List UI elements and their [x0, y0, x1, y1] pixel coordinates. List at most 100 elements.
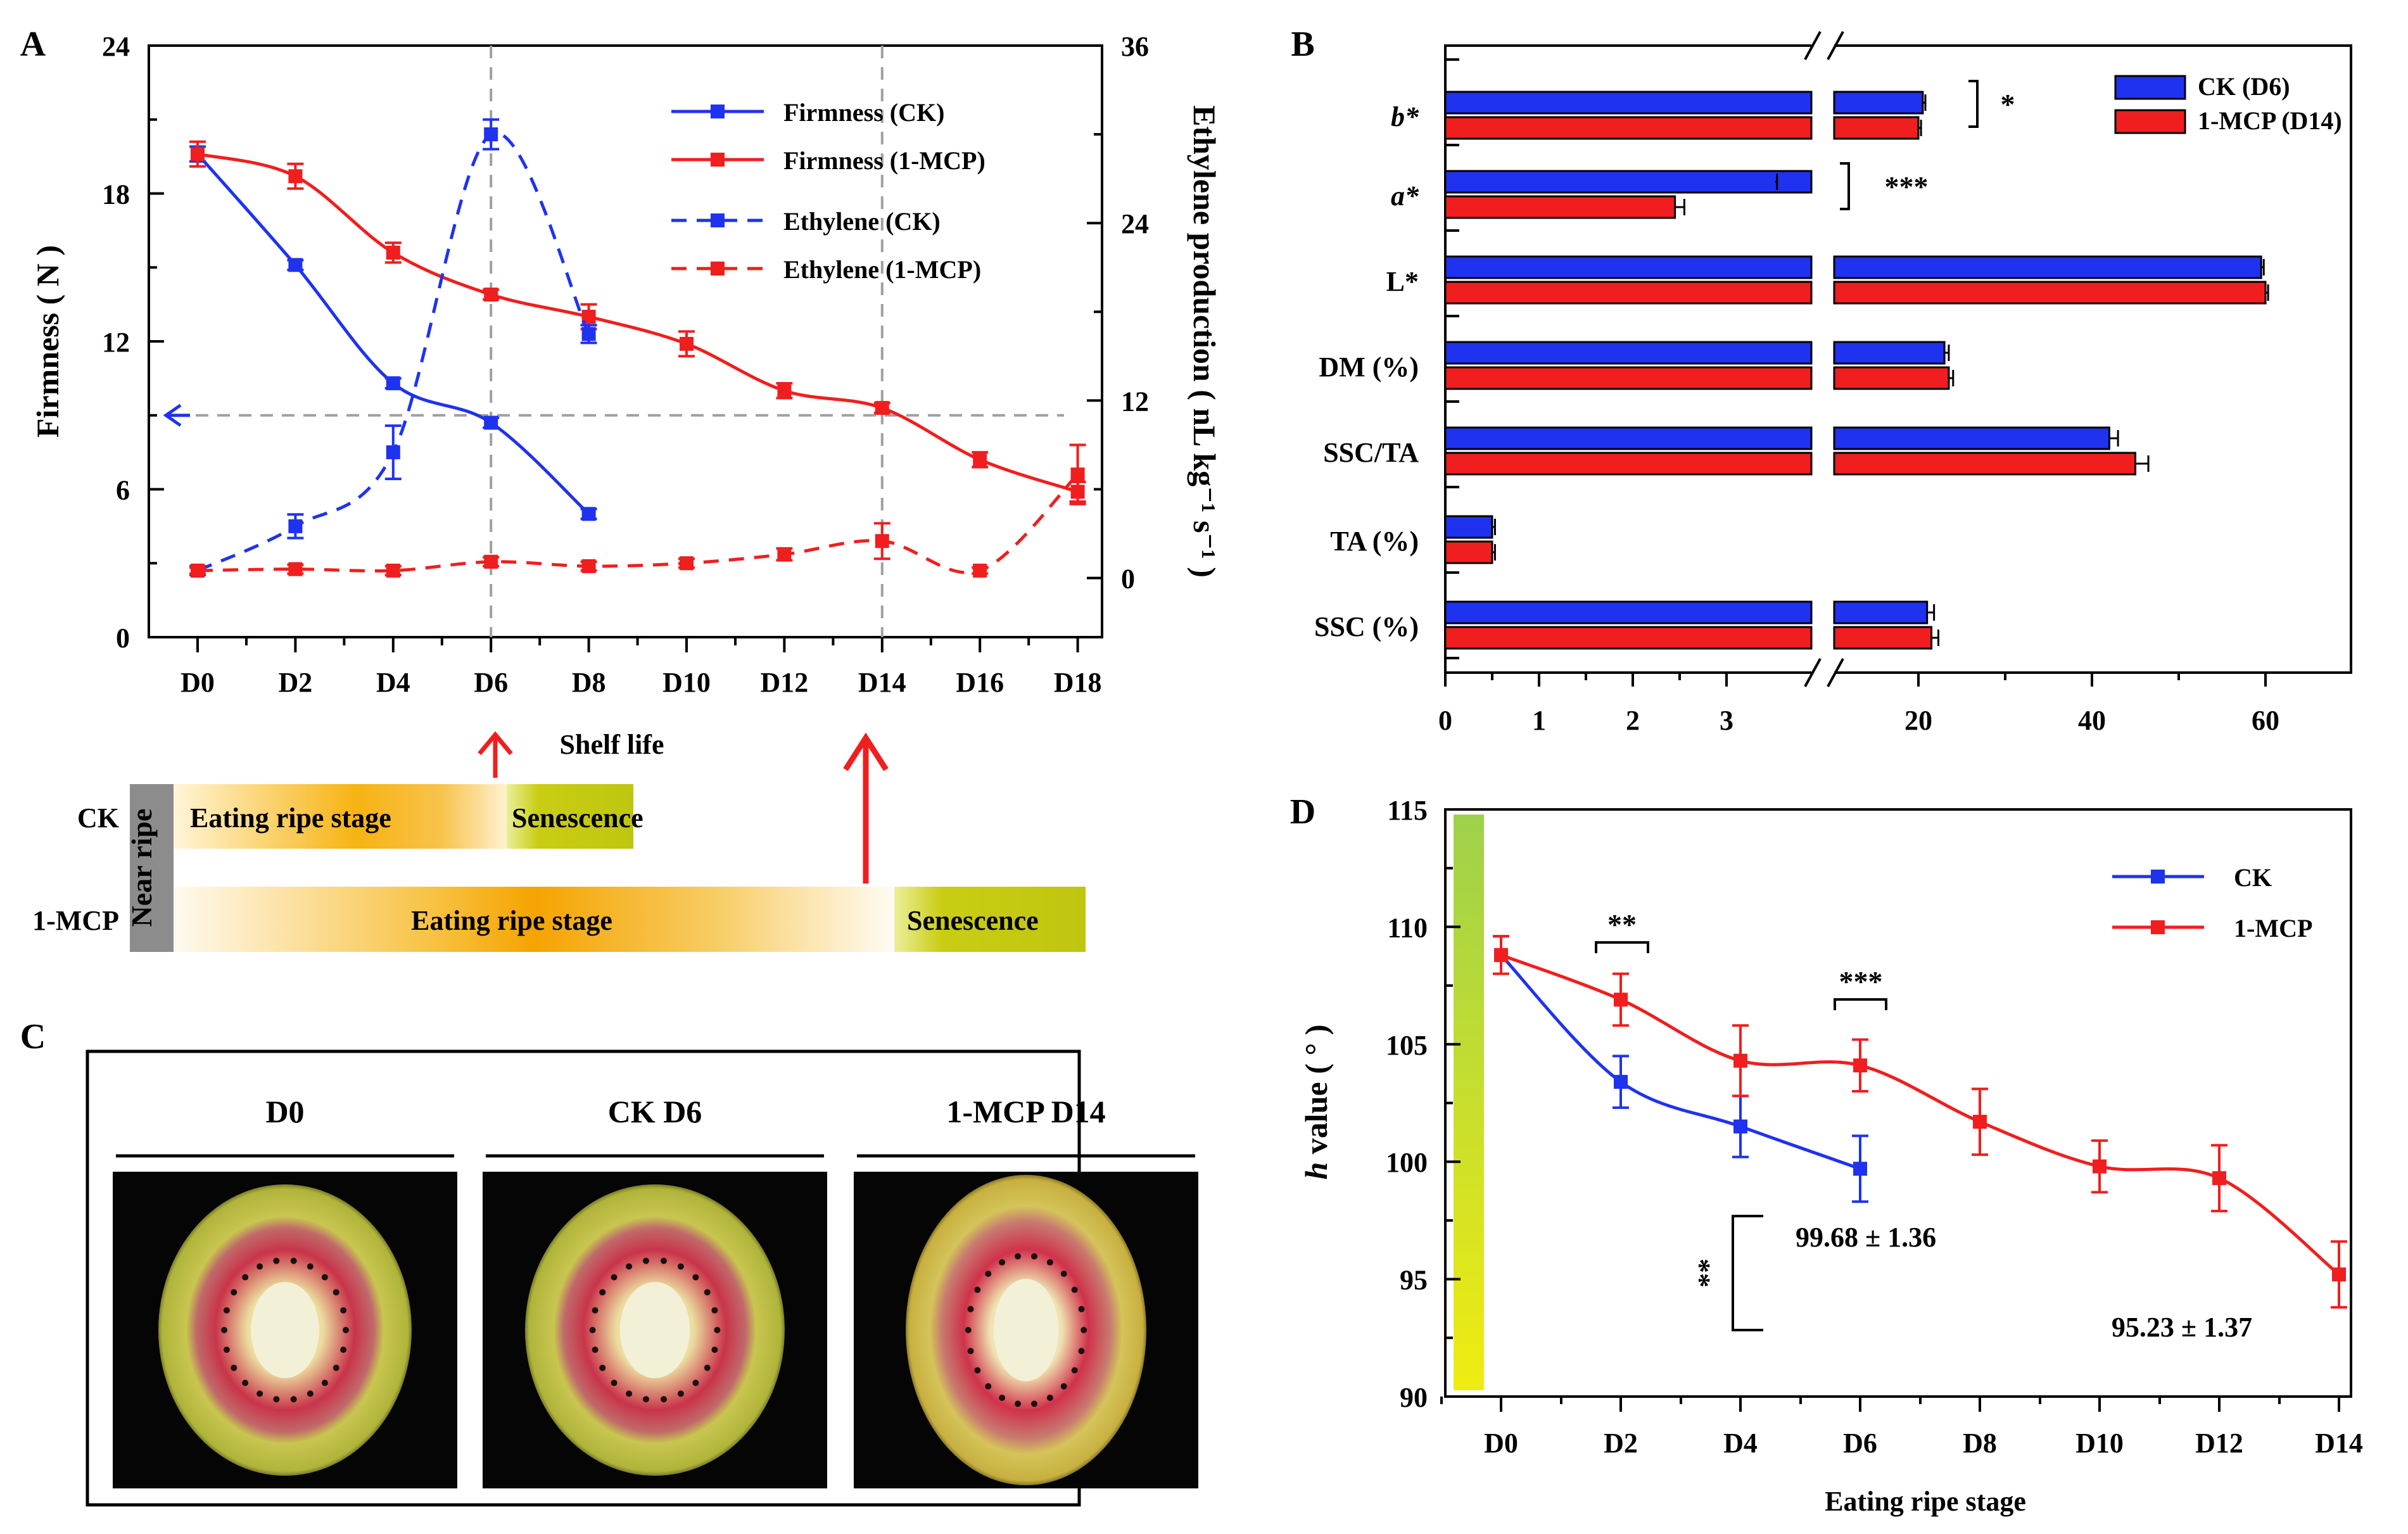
panel-d-point	[1733, 1119, 1747, 1134]
kiwifruit-seed	[704, 1289, 711, 1296]
panel-d-ytick-label: 95	[1400, 1265, 1428, 1296]
panel-b-break-mark	[1804, 31, 1822, 60]
panel-c-photo-label: CK D6	[608, 1094, 702, 1129]
panel-b-category-label: DM (%)	[1319, 352, 1419, 383]
panel-a-point	[484, 415, 498, 430]
panel-c-photo-label: 1-MCP D14	[946, 1094, 1105, 1129]
panel-b-category-label: b*	[1391, 101, 1419, 132]
panel-a-point	[191, 563, 205, 578]
panel-a-legend-label: Firmness (CK)	[783, 98, 944, 127]
panel-b-sig-label-2: ***	[1885, 170, 1929, 203]
panel-b-break-gap-bottom	[1811, 668, 1834, 678]
panel-d-legend-marker	[2151, 920, 2165, 934]
panel-b-sig-label-1: *	[2001, 88, 2015, 120]
panel-b-xtick-label: 0	[1438, 705, 1452, 736]
panel-b-bar-seg2	[1833, 255, 2262, 279]
panel-d-color-strip	[1454, 815, 1484, 1390]
panel-a-point	[386, 563, 400, 578]
panel-d-series-line	[1500, 954, 1861, 1170]
kiwifruit-seed	[307, 1263, 314, 1270]
panel-a-legend-label: Firmness (1-MCP)	[783, 146, 985, 175]
panel-label-a: A	[20, 25, 46, 64]
panel-b-bar-seg2	[1833, 116, 1920, 140]
panel-a-xtick-label: D0	[181, 667, 215, 698]
panel-a-point	[484, 288, 498, 302]
kiwifruit-seed	[333, 1364, 339, 1371]
panel-d-point	[1733, 1053, 1747, 1068]
panel-a-ytick-label-left: 12	[102, 327, 130, 358]
kiwifruit-seed	[711, 1347, 718, 1353]
panel-b-legend-swatch	[2114, 109, 2186, 134]
panel-d-sig-label-2: ***	[1839, 965, 1883, 998]
timeline-mcp-senescence-bar	[894, 887, 1086, 952]
kiwifruit-seed	[1080, 1327, 1087, 1333]
panel-b-bar-seg2	[1833, 626, 1933, 650]
panel-d-sig-label-1: **	[1607, 908, 1637, 941]
panel-a-legend-label: Ethylene (1-MCP)	[783, 255, 981, 284]
panel-d-sig-label-3: **	[1692, 1258, 1724, 1288]
panel-a-left-arrowhead	[163, 403, 182, 427]
kiwifruit-seed	[974, 1367, 981, 1374]
kiwifruit-seed	[257, 1390, 263, 1397]
panel-a-point	[875, 534, 889, 548]
panel-d-ytick-label: 105	[1386, 1030, 1428, 1061]
kiwifruit-seed	[273, 1396, 280, 1403]
panel-a-ytick-label-right: 36	[1121, 31, 1149, 62]
timeline-ck-eating-bar	[174, 784, 507, 849]
panel-d-legend-label: 1-MCP	[2234, 914, 2312, 942]
kiwifruit-seed	[242, 1274, 249, 1281]
panel-d-legend-label: CK	[2234, 863, 2272, 892]
panel-b-bar-seg2	[1833, 426, 2110, 450]
panel-d-xtick-label: D10	[2075, 1428, 2124, 1459]
panel-b-bar-seg1	[1444, 170, 1813, 194]
kiwifruit-seed	[1030, 1400, 1037, 1407]
kiwifruit-seed	[321, 1274, 328, 1281]
panel-b-bar	[1444, 515, 1493, 539]
panel-a-point	[288, 519, 303, 533]
kiwifruit-seed	[307, 1390, 314, 1397]
kiwifruit-seed	[1060, 1271, 1067, 1277]
panel-a-point	[288, 258, 303, 272]
kiwifruit-seed	[1046, 1259, 1053, 1266]
panel-a-xtick-label: D6	[474, 667, 508, 698]
kiwifruit-seed	[321, 1379, 328, 1386]
panel-a-ylabel-left: Firmness ( N )	[30, 245, 65, 438]
timeline-arrowhead-mcp	[843, 732, 889, 771]
panel-b-xtick-label: 20	[1904, 705, 1932, 736]
kiwifruit-seed	[1078, 1348, 1085, 1355]
panel-d-point	[1853, 1058, 1867, 1073]
panel-a-point	[581, 310, 596, 324]
timeline-ck-eating-label: Eating ripe stage	[190, 802, 391, 834]
kiwifruit-seed	[677, 1263, 684, 1270]
panel-d-frame	[1444, 808, 2352, 1398]
panel-a-point	[386, 376, 400, 391]
panel-a-point	[191, 147, 205, 162]
panel-a-point	[484, 127, 498, 142]
panel-a-point	[680, 336, 694, 351]
panel-b-category-label: SSC/TA	[1323, 437, 1419, 468]
kiwifruit-seed	[967, 1348, 974, 1355]
panel-b-category-label: TA (%)	[1330, 526, 1419, 557]
kiwifruit-seed	[642, 1396, 649, 1403]
panel-b-xtick-label: 60	[2252, 705, 2279, 736]
panel-a-xtick-label: D12	[761, 667, 809, 698]
panel-d-xtick-label: D4	[1723, 1428, 1758, 1459]
kiwifruit-seed	[974, 1286, 981, 1293]
kiwifruit-seed	[714, 1327, 721, 1333]
panel-b-bar	[1444, 195, 1676, 219]
kiwifruit-seed	[677, 1390, 684, 1397]
kiwifruit-seed	[340, 1307, 347, 1314]
kiwifruit-seed	[611, 1379, 618, 1386]
kiwifruit-seed	[661, 1396, 668, 1403]
kiwifruit-seed	[589, 1327, 596, 1333]
panel-a-point	[973, 452, 987, 467]
panel-a-point	[581, 559, 596, 573]
panel-a-point	[386, 445, 400, 460]
kiwifruit-seed	[711, 1307, 718, 1314]
panel-a-xtick-label: D18	[1054, 667, 1102, 698]
kiwifruit-seed	[290, 1257, 297, 1264]
kiwifruit-seed	[967, 1305, 974, 1312]
kiwifruit-core	[993, 1279, 1059, 1381]
panel-a-series-line	[196, 131, 590, 573]
timeline-near-ripe-label: Near ripe	[125, 809, 158, 927]
